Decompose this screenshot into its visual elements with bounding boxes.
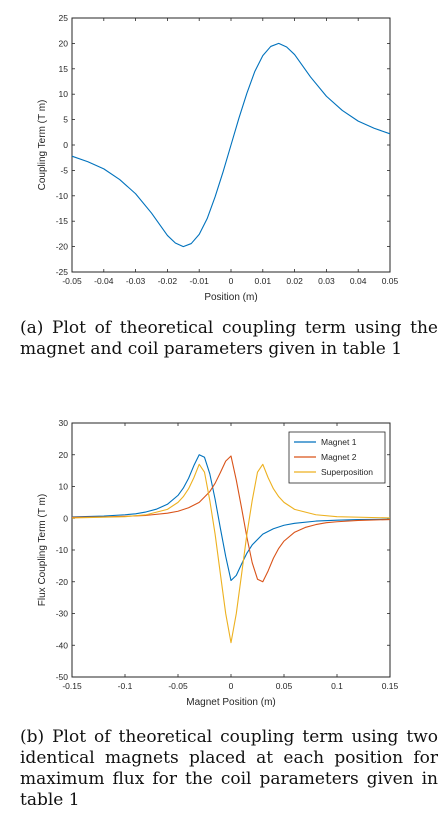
y-tick-label: -10 — [56, 545, 69, 555]
y-tick-labels: 25 20 15 10 5 0 -5 -10 -15 -20 -25 — [56, 13, 69, 277]
y-axis-label: Coupling Term (T m) — [37, 100, 48, 191]
x-tick-label: 0 — [229, 681, 234, 691]
x-tick-label: 0.04 — [350, 276, 367, 286]
x-tick-label: 0.05 — [276, 681, 293, 691]
series-lines — [71, 42, 391, 248]
series-line-magnet-2 — [71, 455, 391, 583]
coupling-term-chart: 25 20 15 10 5 0 -5 -10 -15 -20 -25 -0.05 -0.04 -0.03… — [37, 13, 399, 303]
y-tick-label: -20 — [56, 242, 69, 252]
y-tick-label: -50 — [56, 672, 69, 682]
y-tick-label: -25 — [56, 267, 69, 277]
caption-a: (a) Plot of theoretical coupling term us… — [20, 318, 438, 359]
tick-marks — [71, 17, 391, 273]
series-line-superposition — [71, 463, 391, 644]
y-tick-labels: 30 20 10 0 -10 -20 -30 -40 -50 — [56, 418, 69, 682]
x-tick-label: -0.1 — [118, 681, 133, 691]
y-tick-label: 0 — [63, 140, 68, 150]
x-tick-label: 0 — [229, 276, 234, 286]
series-lines — [71, 454, 391, 644]
x-tick-label: 0.15 — [382, 681, 399, 691]
legend-label-superposition: Superposition — [321, 467, 373, 477]
y-tick-label: 15 — [59, 64, 69, 74]
x-tick-label: -0.05 — [168, 681, 188, 691]
tick-marks — [71, 422, 391, 678]
x-tick-labels: -0.05 -0.04 -0.03 -0.02 -0.01 0 0.01 0.02 0.03 0.… — [62, 276, 398, 286]
y-tick-label: 10 — [59, 89, 69, 99]
y-tick-label: -40 — [56, 640, 69, 650]
flux-coupling-chart: 30 20 10 0 -10 -20 -30 -40 -50 -0.15 -0.1 -0.05 0 0.… — [37, 418, 399, 708]
y-tick-label: -15 — [56, 216, 69, 226]
x-tick-label: 0.1 — [331, 681, 343, 691]
y-tick-label: 20 — [59, 38, 69, 48]
x-tick-labels: -0.15 -0.1 -0.05 0 0.05 0.1 0.15 — [62, 681, 398, 691]
x-tick-label: -0.03 — [126, 276, 146, 286]
x-tick-label: 0.03 — [318, 276, 335, 286]
x-tick-label: -0.01 — [190, 276, 210, 286]
legend: Magnet 1 Magnet 2 Superposition — [288, 431, 386, 484]
x-tick-label: -0.04 — [94, 276, 114, 286]
x-tick-label: 0.02 — [286, 276, 303, 286]
x-tick-label: -0.05 — [62, 276, 82, 286]
x-tick-label: -0.15 — [62, 681, 82, 691]
y-tick-label: 30 — [59, 418, 69, 428]
y-tick-label: 0 — [63, 513, 68, 523]
series-line — [71, 42, 391, 248]
x-axis-label: Position (m) — [204, 292, 257, 303]
legend-label-magnet-1: Magnet 1 — [321, 437, 357, 447]
caption-b: (b) Plot of theoretical coupling term us… — [20, 727, 438, 810]
x-tick-label: 0.01 — [255, 276, 272, 286]
x-tick-label: -0.02 — [158, 276, 178, 286]
y-axis-label: Flux Coupling Term (T m) — [37, 494, 48, 606]
x-tick-label: 0.05 — [382, 276, 399, 286]
y-tick-label: -5 — [60, 165, 68, 175]
legend-label-magnet-2: Magnet 2 — [321, 452, 357, 462]
x-axis-label: Magnet Position (m) — [186, 697, 275, 708]
y-tick-label: -20 — [56, 577, 69, 587]
y-tick-label: 20 — [59, 450, 69, 460]
y-tick-label: 10 — [59, 482, 69, 492]
y-tick-label: 5 — [63, 115, 68, 125]
y-tick-label: 25 — [59, 13, 69, 23]
y-tick-label: -30 — [56, 609, 69, 619]
series-line-magnet-1 — [71, 454, 391, 582]
y-tick-label: -10 — [56, 191, 69, 201]
